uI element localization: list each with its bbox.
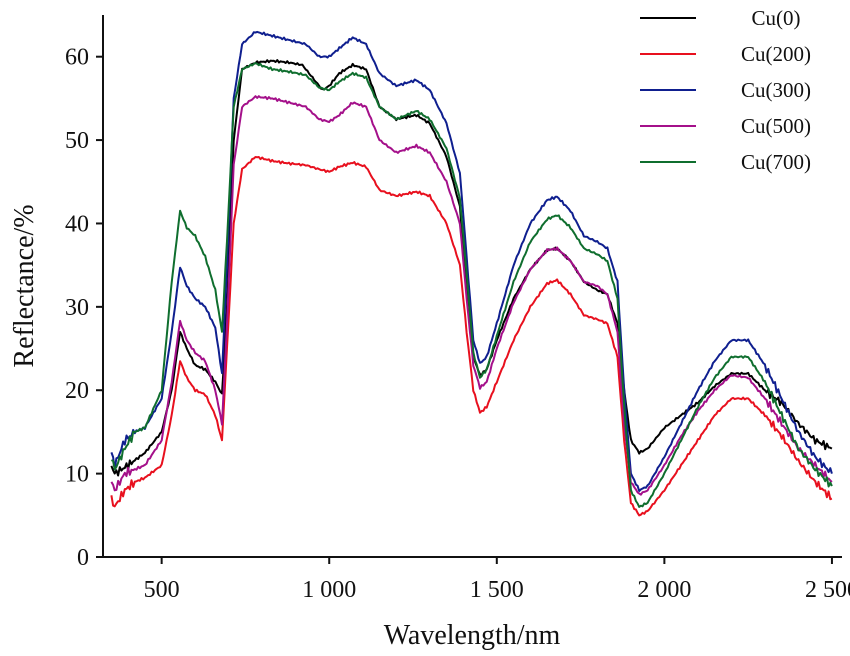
legend: Cu(0) Cu(200) Cu(300) Cu(500) Cu(700)	[640, 6, 811, 174]
x-tick-label: 1 000	[302, 577, 356, 603]
y-tick-label: 50	[65, 128, 89, 154]
y-ticks: 0 10 20 30 40 50 60	[65, 45, 103, 571]
legend-label: Cu(300)	[741, 78, 811, 102]
x-axis-title: Wavelength/nm	[384, 620, 561, 651]
legend-label: Cu(700)	[741, 150, 811, 174]
y-tick-label: 10	[65, 462, 89, 488]
y-tick-label: 30	[65, 295, 89, 321]
series-line-4	[110, 62, 833, 508]
y-tick-label: 0	[77, 545, 89, 571]
x-tick-label: 2 500	[805, 577, 850, 603]
y-tick-label: 40	[65, 211, 89, 237]
y-tick-label: 20	[65, 378, 89, 404]
x-tick-label: 1 500	[470, 577, 524, 603]
x-ticks: 500 1 000 1 500 2 000 2 500	[144, 557, 850, 603]
x-tick-label: 2 000	[637, 577, 691, 603]
legend-label: Cu(0)	[752, 6, 801, 30]
y-tick-label: 60	[65, 45, 89, 71]
series-line-3	[110, 95, 833, 496]
legend-label: Cu(200)	[741, 42, 811, 66]
x-tick-label: 500	[144, 577, 180, 603]
legend-label: Cu(500)	[741, 114, 811, 138]
series-line-2	[110, 30, 833, 492]
series-line-1	[110, 156, 833, 517]
y-axis-title: Reflectance/%	[9, 204, 40, 367]
series-lines	[110, 30, 833, 517]
